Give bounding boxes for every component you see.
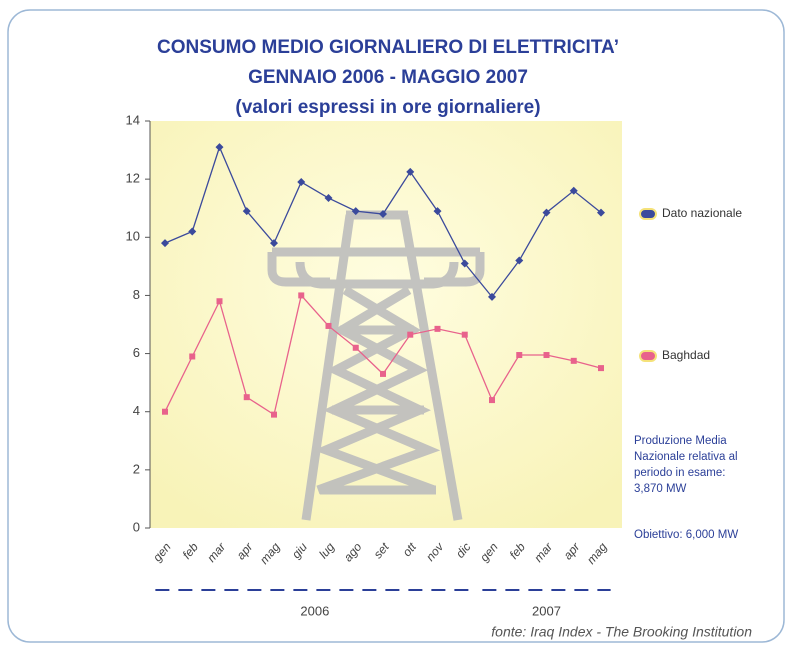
marker bbox=[243, 394, 250, 401]
y-tick-label: 6 bbox=[133, 345, 140, 360]
marker bbox=[598, 365, 604, 372]
marker bbox=[569, 186, 578, 195]
plot-background bbox=[150, 121, 622, 528]
legend-swatch bbox=[639, 208, 657, 220]
note: 3,870 MW bbox=[634, 483, 687, 495]
marker bbox=[407, 331, 414, 338]
group-label: 2007 bbox=[532, 603, 561, 618]
marker bbox=[515, 256, 524, 265]
marker bbox=[162, 408, 168, 415]
marker bbox=[351, 207, 360, 216]
target-note: Obiettivo: 6,000 MW bbox=[634, 529, 738, 541]
marker bbox=[379, 210, 387, 219]
note: periodo in esame: bbox=[634, 467, 725, 479]
marker bbox=[570, 357, 577, 364]
y-tick-label: 4 bbox=[133, 403, 140, 418]
legend-swatch bbox=[639, 350, 657, 362]
y-tick-label: 12 bbox=[126, 171, 140, 186]
marker bbox=[189, 353, 196, 360]
y-tick-label: 0 bbox=[133, 519, 140, 534]
marker bbox=[242, 207, 251, 216]
marker bbox=[161, 239, 169, 248]
marker bbox=[406, 167, 415, 176]
marker bbox=[270, 239, 278, 248]
legend-label: Dato nazionale bbox=[662, 206, 742, 220]
note: Nazionale relativa al bbox=[634, 451, 738, 463]
marker bbox=[324, 194, 333, 203]
y-tick-label: 2 bbox=[133, 461, 140, 476]
marker bbox=[216, 298, 223, 305]
marker bbox=[516, 352, 523, 359]
marker bbox=[188, 227, 197, 236]
chart-subtitle: (valori espressi in ore giornaliere) bbox=[235, 97, 540, 118]
marker bbox=[488, 292, 496, 301]
marker bbox=[298, 292, 305, 299]
marker bbox=[489, 397, 495, 404]
y-tick-label: 10 bbox=[126, 229, 140, 244]
chart-title: GENNAIO 2006 - MAGGIO 2007 bbox=[248, 67, 528, 88]
note: Produzione Media bbox=[634, 435, 727, 447]
marker bbox=[297, 178, 306, 187]
marker bbox=[434, 325, 441, 332]
marker bbox=[597, 208, 605, 217]
marker bbox=[542, 208, 551, 217]
tower-illustration bbox=[267, 210, 485, 521]
marker bbox=[461, 331, 468, 338]
group-label: 2006 bbox=[300, 603, 329, 618]
y-tick-label: 8 bbox=[133, 287, 140, 302]
marker bbox=[271, 411, 277, 418]
marker bbox=[380, 370, 386, 377]
source: fonte: Iraq Index - The Brooking Institu… bbox=[491, 624, 752, 640]
legend-label: Baghdad bbox=[662, 348, 710, 362]
y-tick-label: 14 bbox=[126, 112, 140, 127]
marker bbox=[352, 344, 359, 351]
marker bbox=[543, 352, 550, 359]
marker bbox=[215, 143, 224, 152]
marker bbox=[460, 259, 469, 268]
chart-title: CONSUMO MEDIO GIORNALIERO DI ELETTRICITA… bbox=[157, 37, 619, 58]
marker bbox=[325, 322, 332, 329]
marker bbox=[433, 207, 442, 216]
